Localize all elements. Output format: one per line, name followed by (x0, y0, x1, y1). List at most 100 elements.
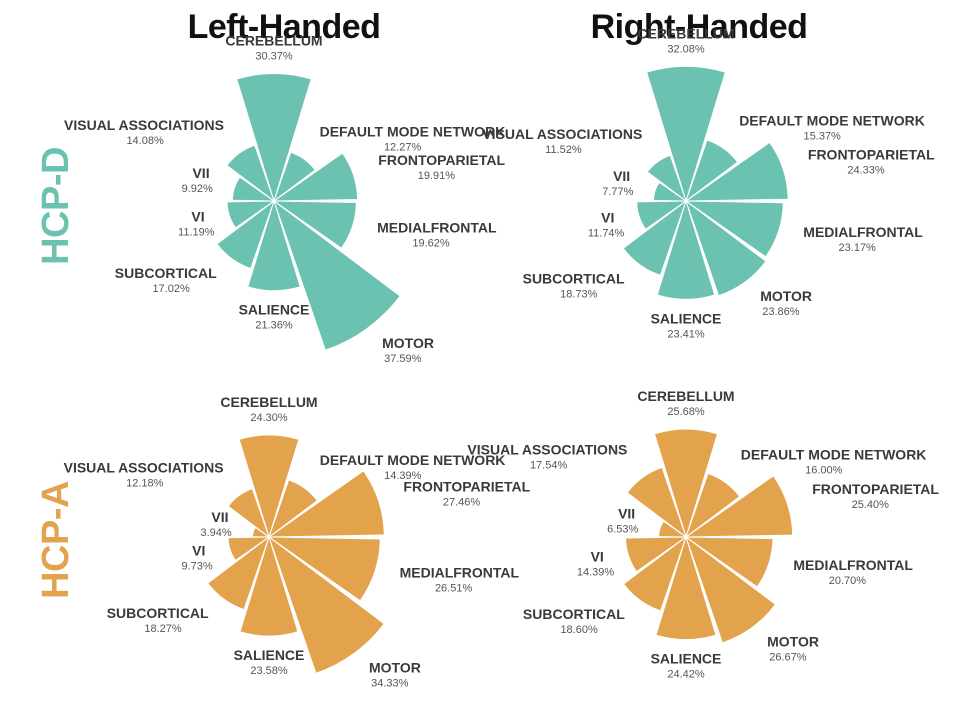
category-label-vi: VI (591, 549, 604, 565)
wedge-cerebellum (653, 428, 719, 539)
value-label-vi: 14.39% (577, 567, 615, 579)
wedge-default-mode-network (272, 151, 316, 203)
wedge-subcortical (207, 535, 271, 611)
wedge-subcortical (216, 199, 276, 270)
category-label-default-mode-network: DEFAULT MODE NETWORK (739, 113, 925, 129)
wedge-motor (684, 535, 777, 644)
category-label-vii: VII (211, 509, 228, 525)
value-label-motor: 34.33% (371, 678, 409, 690)
value-label-subcortical: 18.27% (144, 623, 182, 635)
value-label-cerebellum: 30.37% (255, 50, 293, 62)
wedge-vii (658, 520, 688, 538)
wedge-visual-associations (227, 487, 271, 539)
category-label-visual-associations: VISUAL ASSOCIATIONS (64, 117, 224, 133)
value-label-vi: 9.73% (181, 561, 212, 573)
wedge-vii (251, 526, 271, 538)
value-label-visual-associations: 17.54% (530, 459, 568, 471)
category-label-vii: VII (618, 506, 635, 522)
category-label-vii: VII (613, 168, 630, 184)
wedge-medialfrontal (684, 200, 784, 258)
value-label-vi: 11.74% (588, 227, 625, 239)
category-label-medialfrontal: MEDIALFRONTAL (793, 557, 913, 573)
category-label-salience: SALIENCE (651, 651, 722, 667)
column-title-right-handed: Right-Handed (591, 8, 808, 46)
category-label-motor: MOTOR (369, 660, 421, 676)
value-label-visual-associations: 14.08% (126, 135, 164, 147)
category-label-frontoparietal: FRONTOPARIETAL (378, 152, 505, 168)
wedge-vi (226, 200, 276, 229)
wedge-subcortical (622, 535, 688, 612)
value-label-vii: 7.77% (602, 186, 633, 198)
wedge-motor (267, 535, 385, 674)
wedge-frontoparietal (684, 141, 789, 202)
wedge-medialfrontal (267, 536, 381, 602)
value-label-frontoparietal: 27.46% (443, 496, 481, 508)
category-label-default-mode-network: DEFAULT MODE NETWORK (320, 452, 506, 468)
category-label-default-mode-network: DEFAULT MODE NETWORK (320, 123, 506, 139)
wedge-visual-associations (646, 154, 688, 203)
category-label-medialfrontal: MEDIALFRONTAL (400, 564, 520, 580)
category-label-cerebellum: CEREBELLUM (637, 388, 734, 404)
category-label-vii: VII (192, 165, 209, 181)
value-label-motor: 26.67% (769, 652, 807, 664)
category-label-frontoparietal: FRONTOPARIETAL (403, 478, 530, 494)
wedge-motor (684, 199, 767, 297)
category-label-vi: VI (191, 209, 204, 225)
category-label-frontoparietal: FRONTOPARIETAL (808, 146, 935, 162)
wedge-frontoparietal (684, 475, 794, 538)
category-label-salience: SALIENCE (651, 310, 722, 326)
value-label-vi: 11.19% (178, 227, 215, 239)
polar-chart-hcp-a-left-handed: CEREBELLUM 24.30% DEFAULT MODE NETWORK 14.3… (64, 394, 531, 690)
value-label-frontoparietal: 24.33% (847, 164, 885, 176)
wedge-cerebellum (236, 73, 312, 203)
value-label-medialfrontal: 19.62% (412, 238, 450, 250)
row-title-hcp-a: HCP-A (35, 481, 77, 599)
category-label-motor: MOTOR (382, 335, 434, 351)
value-label-medialfrontal: 26.51% (435, 582, 473, 594)
value-label-subcortical: 18.60% (560, 624, 598, 636)
polar-chart-hcp-d-left-handed: CEREBELLUM 30.37% DEFAULT MODE NETWORK 12.2… (64, 32, 506, 364)
wedge-vi (625, 536, 688, 573)
category-label-salience: SALIENCE (239, 302, 310, 318)
value-label-motor: 37.59% (384, 353, 422, 365)
value-label-salience: 24.42% (667, 669, 705, 681)
value-label-motor: 23.86% (762, 306, 800, 318)
value-label-frontoparietal: 25.40% (852, 499, 890, 511)
value-label-subcortical: 17.02% (152, 283, 190, 295)
wedge-subcortical (622, 199, 688, 277)
wedge-frontoparietal (272, 152, 359, 202)
value-label-visual-associations: 11.52% (545, 144, 582, 156)
category-label-cerebellum: CEREBELLUM (637, 25, 734, 41)
value-label-medialfrontal: 20.70% (829, 575, 867, 587)
category-label-subcortical: SUBCORTICAL (107, 605, 209, 621)
wedge-default-mode-network (684, 472, 741, 539)
category-label-subcortical: SUBCORTICAL (115, 265, 217, 281)
wedge-visual-associations (626, 466, 688, 539)
wedge-vii (652, 181, 688, 202)
category-label-motor: MOTOR (760, 288, 812, 304)
value-label-cerebellum: 24.30% (250, 412, 288, 424)
wedge-default-mode-network (684, 139, 739, 203)
wedge-cerebellum (238, 434, 300, 539)
wedge-vi (227, 536, 271, 562)
value-label-cerebellum: 32.08% (667, 43, 705, 55)
category-label-frontoparietal: FRONTOPARIETAL (812, 481, 939, 497)
value-label-subcortical: 18.73% (560, 289, 598, 301)
row-title-hcp-d: HCP-D (35, 147, 77, 265)
category-label-medialfrontal: MEDIALFRONTAL (377, 220, 497, 236)
wedge-motor (272, 199, 401, 351)
category-label-default-mode-network: DEFAULT MODE NETWORK (741, 447, 927, 463)
value-label-default-mode-network: 12.27% (384, 141, 422, 153)
value-label-vii: 9.92% (182, 183, 213, 195)
wedge-salience (239, 535, 299, 637)
value-label-default-mode-network: 16.00% (805, 465, 843, 477)
wedge-frontoparietal (267, 470, 385, 538)
category-label-subcortical: SUBCORTICAL (523, 606, 625, 622)
value-label-default-mode-network: 15.37% (804, 131, 842, 143)
wedge-visual-associations (226, 144, 276, 203)
value-label-cerebellum: 25.68% (667, 406, 705, 418)
wedge-vi (636, 200, 688, 230)
value-label-salience: 23.58% (250, 665, 288, 677)
wedge-salience (655, 535, 717, 641)
